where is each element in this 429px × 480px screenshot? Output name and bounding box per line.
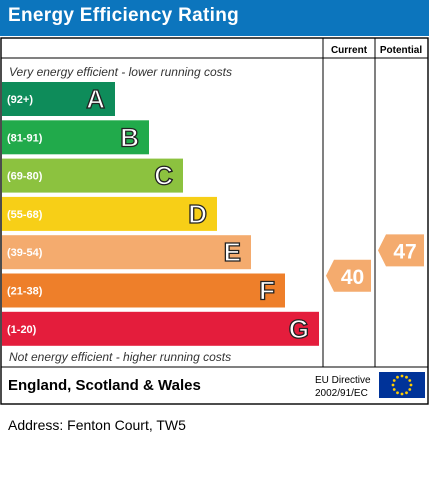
eu-flag-icon xyxy=(379,372,425,398)
eu-star-icon xyxy=(396,375,399,379)
top-note: Very energy efficient - lower running co… xyxy=(9,65,232,79)
band-f-range: (21-38) xyxy=(7,286,43,298)
eu-star-icon xyxy=(392,388,396,391)
band-f-letter: F xyxy=(259,276,275,306)
eu-star-icon xyxy=(405,375,408,379)
chart-title: Energy Efficiency Rating xyxy=(8,5,240,26)
band-e-range: (39-54) xyxy=(7,247,43,259)
band-c-letter: C xyxy=(154,161,173,191)
band-c-range: (69-80) xyxy=(7,171,43,183)
band-d-bar xyxy=(2,196,217,231)
current-rating-value: 40 xyxy=(341,266,364,289)
band-d-range: (55-68) xyxy=(7,209,43,221)
band-g-bar xyxy=(2,311,319,346)
epc-chart: Current Potential Very energy efficient … xyxy=(0,37,429,405)
band-e-letter: E xyxy=(224,237,241,267)
band-c-bar xyxy=(2,158,183,193)
eu-star-icon xyxy=(391,383,395,387)
address: Address: Fenton Court, TW5 xyxy=(8,417,186,433)
band-a-range: (92+) xyxy=(7,94,33,106)
eu-star-icon xyxy=(409,383,413,387)
eu-star-icon xyxy=(392,379,396,382)
eu-star-icon xyxy=(408,379,412,382)
directive-line-2: 2002/91/EC xyxy=(315,388,368,399)
eu-star-icon xyxy=(400,392,404,396)
band-a-letter: A xyxy=(86,84,105,114)
region-label: England, Scotland & Wales xyxy=(8,377,201,394)
band-e-bar xyxy=(2,235,251,270)
potential-rating-arrow xyxy=(378,234,424,267)
potential-rating-value: 47 xyxy=(393,240,416,263)
band-b-letter: B xyxy=(120,122,139,152)
potential-column-header: Potential xyxy=(380,45,422,56)
title-bar: Energy Efficiency Rating xyxy=(0,0,429,36)
eu-star-icon xyxy=(396,391,399,395)
rating-indicators: 40 47 xyxy=(326,234,424,292)
band-b-range: (81-91) xyxy=(7,132,43,144)
band-d-letter: D xyxy=(188,199,207,229)
band-f-bar xyxy=(2,273,285,308)
eu-star-icon xyxy=(405,391,408,395)
band-a-bar xyxy=(2,82,115,116)
eu-star-icon xyxy=(400,374,404,378)
band-b-bar xyxy=(2,120,149,155)
band-g-range: (1-20) xyxy=(7,324,37,336)
bottom-note: Not energy efficient - higher running co… xyxy=(9,350,231,364)
band-g-letter: G xyxy=(289,314,309,344)
current-rating-arrow xyxy=(326,259,371,292)
current-column-header: Current xyxy=(331,45,368,56)
eu-star-icon xyxy=(408,388,412,391)
directive-line-1: EU Directive xyxy=(315,375,371,386)
rating-bands: (92+) A (81-91) B (69-80) C (55-68) D (39-54) E (2… xyxy=(2,82,319,346)
